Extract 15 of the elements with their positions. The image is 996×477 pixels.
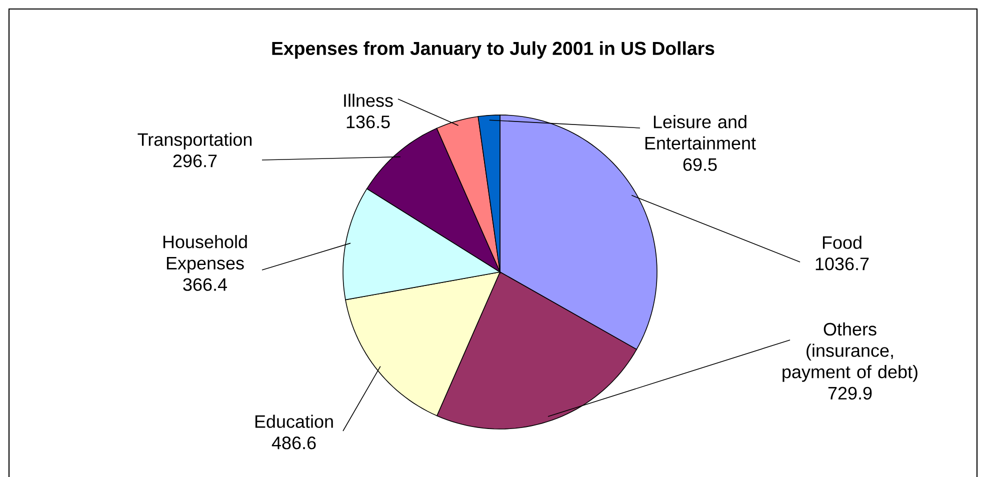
data-label: 486.6 xyxy=(272,436,316,450)
slice-label: Illness xyxy=(344,94,393,107)
data-label: 296.7 xyxy=(173,154,217,168)
data-label: 729.9 xyxy=(828,386,872,400)
data-label: 136.5 xyxy=(346,116,390,128)
chart-title: Expenses from January to July 2001 in US Dollars xyxy=(272,41,714,59)
slice-label: Others (insurance, payment of debt) xyxy=(782,322,918,382)
slice-label: Leisure and Entertainment xyxy=(645,115,756,150)
data-label: 1036.7 xyxy=(816,258,869,270)
data-label: 366.4 xyxy=(183,278,228,291)
slice-label: Household Expenses xyxy=(163,235,247,274)
slice-label: Food xyxy=(822,236,862,249)
slice-label: Transportation xyxy=(138,132,252,150)
slice-label: Education xyxy=(255,414,333,428)
data-label: 69.5 xyxy=(683,158,717,171)
